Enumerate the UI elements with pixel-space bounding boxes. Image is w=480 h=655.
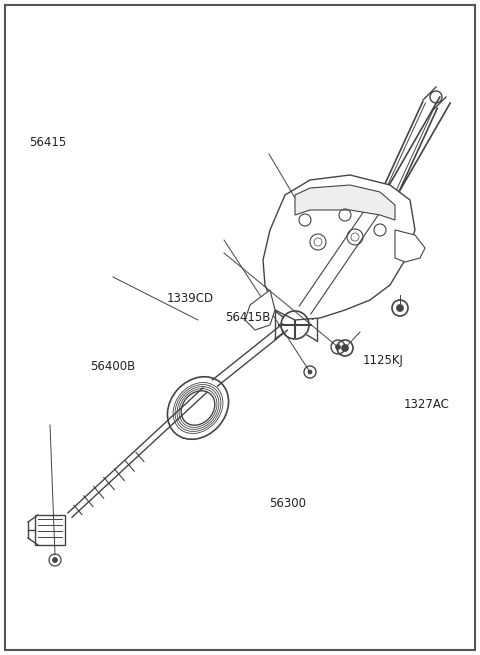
- Polygon shape: [263, 175, 415, 320]
- Polygon shape: [245, 290, 275, 330]
- Text: 56415: 56415: [29, 136, 66, 149]
- Text: 56415B: 56415B: [225, 311, 270, 324]
- Text: 56300: 56300: [269, 496, 306, 510]
- Circle shape: [396, 305, 404, 312]
- Text: 1327AC: 1327AC: [403, 398, 449, 411]
- Circle shape: [336, 345, 340, 350]
- Circle shape: [308, 370, 312, 374]
- Text: 1125KJ: 1125KJ: [362, 354, 403, 367]
- Text: 1339CD: 1339CD: [167, 291, 214, 305]
- Polygon shape: [295, 185, 395, 220]
- Polygon shape: [35, 515, 65, 545]
- Polygon shape: [395, 230, 425, 262]
- Circle shape: [341, 345, 348, 352]
- Circle shape: [52, 557, 58, 563]
- Text: 56400B: 56400B: [90, 360, 135, 373]
